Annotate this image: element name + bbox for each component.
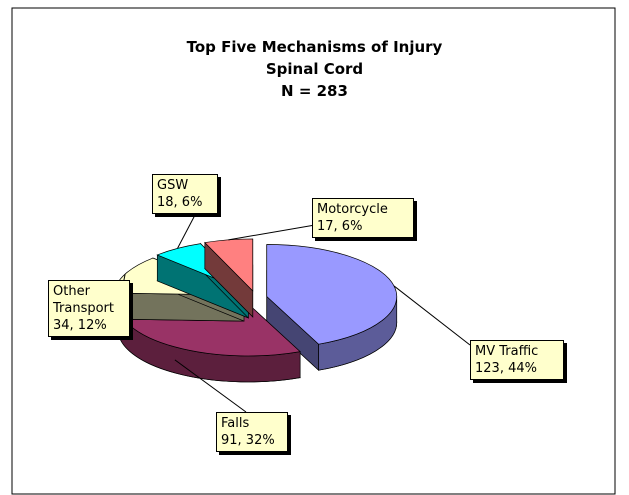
label-name: Other Transport (53, 284, 115, 316)
chart-annotation: N = 283 (281, 82, 348, 100)
label-name: Motorcycle (317, 202, 388, 217)
leader-line (177, 214, 196, 249)
leader-line (393, 285, 471, 346)
label-name: GSW (157, 178, 189, 193)
data-label: Motorcycle 17, 6% (312, 198, 414, 238)
label-name: MV Traffic (475, 344, 539, 359)
data-label: Other Transport 34, 12% (48, 280, 130, 337)
label-value: 17, 6% (317, 219, 363, 234)
chart-subtitle: Spinal Cord (265, 60, 364, 78)
label-value: 18, 6% (157, 195, 203, 210)
data-label: GSW 18, 6% (152, 174, 218, 214)
slice (204, 238, 254, 318)
chart-title: Top Five Mechanisms of Injury (186, 38, 443, 56)
label-value: 123, 44% (475, 361, 537, 376)
label-value: 91, 32% (221, 433, 275, 448)
leader-line (174, 359, 247, 413)
slice (266, 244, 398, 372)
label-value: 34, 12% (53, 318, 107, 333)
data-label: MV Traffic 123, 44% (470, 340, 564, 380)
data-label: Falls 91, 32% (216, 412, 288, 452)
label-name: Falls (221, 416, 250, 431)
leader-line (228, 224, 316, 241)
